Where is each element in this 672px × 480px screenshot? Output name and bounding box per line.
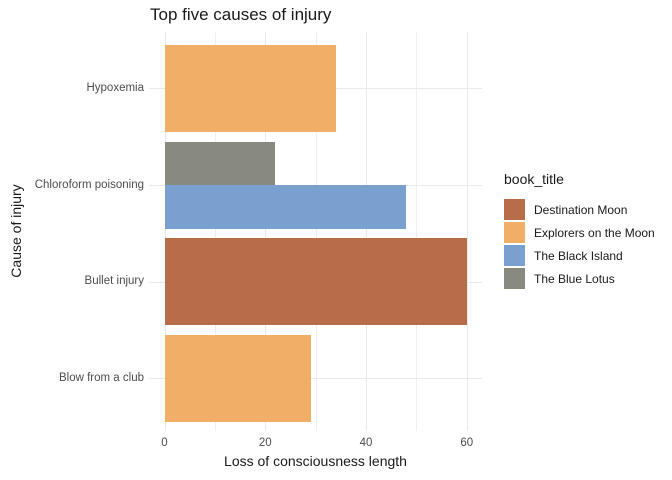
gridline-vertical-major (164, 32, 166, 431)
legend-entry-label: Destination Moon (534, 202, 628, 217)
legend-color-swatch (504, 222, 525, 243)
legend-entry-label: The Blue Lotus (534, 271, 615, 286)
y-category-label: Bullet injury (84, 275, 144, 288)
gridline-vertical-minor (315, 32, 317, 431)
gridline-vertical-major (265, 32, 267, 431)
legend-entry-label: The Black Island (534, 248, 623, 263)
legend-color-swatch (504, 245, 525, 266)
legend-entry: Destination Moon (504, 199, 668, 220)
legend-color-swatch (504, 199, 525, 220)
bar-chloroform-poisoning (164, 185, 407, 229)
y-category-label: Blow from a club (58, 371, 144, 384)
legend-entry: The Blue Lotus (504, 268, 668, 289)
gridline-horizontal-major (149, 378, 482, 380)
plot-panel (149, 32, 482, 431)
bar-blow-from-a-club (164, 334, 311, 422)
chart-title: Top five causes of injury (150, 5, 332, 24)
gridline-vertical-major (365, 32, 368, 431)
x-tick-label: 60 (460, 437, 474, 449)
legend-entry: Explorers on the Moon (504, 222, 668, 243)
gridline-vertical-minor (416, 32, 418, 431)
gridline-vertical-major (466, 32, 468, 431)
x-tick-label: 0 (161, 437, 168, 449)
legend: book_title Destination Moon Explorers on … (504, 171, 668, 291)
bar-bullet-injury (164, 238, 467, 326)
x-tick-label: 40 (359, 437, 373, 449)
legend-entry-label: Explorers on the Moon (534, 225, 655, 240)
y-category-label: Chloroform poisoning (34, 178, 144, 191)
bar-chloroform-poisoning (164, 141, 276, 186)
y-axis-title: Cause of injury (8, 184, 24, 278)
gridline-vertical-minor (214, 32, 216, 431)
x-tick-label: 20 (258, 437, 272, 449)
bar-hypoxemia (164, 44, 336, 132)
legend-entries: Destination Moon Explorers on the Moon The… (504, 199, 668, 289)
x-axis-title: Loss of consciousness length (224, 453, 407, 469)
y-category-label: Hypoxemia (86, 81, 144, 94)
legend-color-swatch (504, 268, 525, 289)
legend-title: book_title (504, 171, 564, 187)
legend-entry: The Black Island (504, 245, 668, 266)
